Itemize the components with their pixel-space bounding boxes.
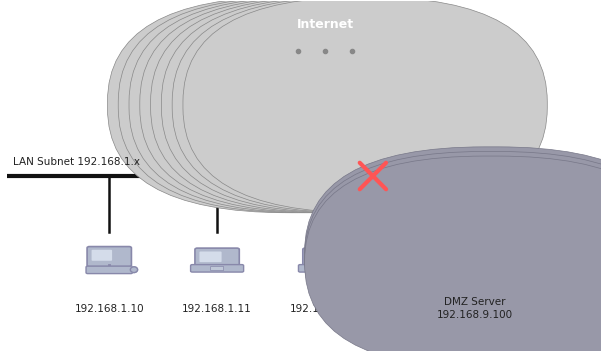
FancyBboxPatch shape (86, 266, 132, 274)
FancyBboxPatch shape (140, 0, 504, 213)
FancyBboxPatch shape (303, 248, 347, 267)
FancyBboxPatch shape (199, 251, 222, 262)
Text: Internet: Internet (296, 18, 353, 31)
FancyBboxPatch shape (450, 247, 471, 260)
Text: 192.168.1.12: 192.168.1.12 (290, 304, 360, 314)
FancyBboxPatch shape (150, 0, 515, 213)
FancyBboxPatch shape (107, 0, 472, 213)
FancyBboxPatch shape (118, 0, 483, 213)
Text: 192.168.1.10: 192.168.1.10 (75, 304, 144, 314)
FancyBboxPatch shape (211, 266, 223, 271)
Ellipse shape (298, 14, 352, 37)
Ellipse shape (316, 13, 353, 30)
FancyBboxPatch shape (195, 248, 239, 267)
Text: LAN Subnet 192.168.1.x: LAN Subnet 192.168.1.x (13, 157, 140, 167)
Ellipse shape (284, 18, 325, 36)
FancyBboxPatch shape (87, 247, 131, 267)
Text: 192.168.1.11: 192.168.1.11 (182, 304, 252, 314)
Text: DMZ Server
192.168.9.100: DMZ Server 192.168.9.100 (436, 297, 513, 320)
FancyBboxPatch shape (305, 151, 602, 352)
Ellipse shape (279, 19, 309, 32)
FancyBboxPatch shape (318, 266, 332, 271)
Ellipse shape (296, 13, 335, 30)
Ellipse shape (325, 18, 366, 36)
Ellipse shape (131, 267, 138, 272)
Text: DMZ Subnet 192.168.9.x: DMZ Subnet 192.168.9.x (459, 157, 589, 167)
FancyBboxPatch shape (183, 0, 547, 213)
FancyBboxPatch shape (161, 0, 526, 213)
FancyBboxPatch shape (480, 243, 506, 269)
FancyBboxPatch shape (305, 147, 602, 352)
FancyBboxPatch shape (445, 243, 483, 266)
FancyBboxPatch shape (299, 265, 352, 272)
Ellipse shape (341, 19, 371, 32)
FancyBboxPatch shape (305, 156, 602, 352)
FancyBboxPatch shape (191, 265, 244, 272)
FancyBboxPatch shape (277, 91, 373, 112)
FancyBboxPatch shape (129, 0, 494, 213)
FancyBboxPatch shape (307, 251, 329, 262)
FancyBboxPatch shape (92, 250, 112, 261)
FancyBboxPatch shape (172, 0, 536, 213)
FancyBboxPatch shape (279, 105, 371, 111)
